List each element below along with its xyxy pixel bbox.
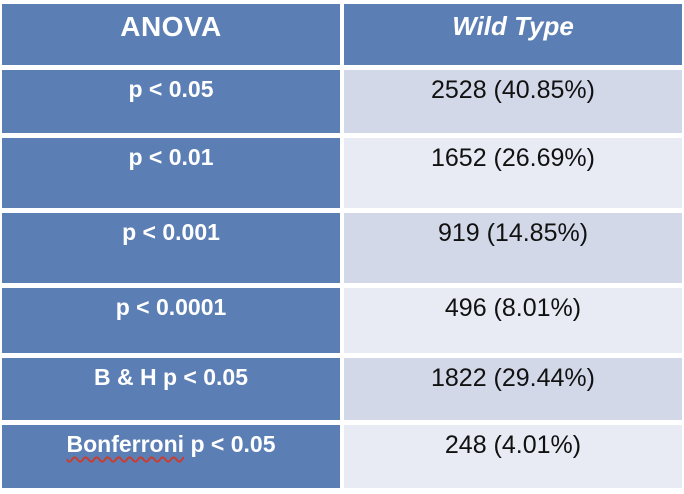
header-cell-wild-type: Wild Type [344,4,682,65]
row-value-bh-p-lt-0.05: 1822 (29.44%) [344,358,682,420]
row-value-bonferroni-p-lt-0.05: 248 (4.01%) [344,425,682,488]
misspelled-word-spellcheck-underline: Bonferroni [66,431,185,457]
row-value-p-lt-0.01: 1652 (26.69%) [344,138,682,208]
anova-results-table: ANOVA Wild Type p < 0.05 2528 (40.85%) p… [2,4,682,488]
header-cell-anova: ANOVA [2,4,340,65]
row-value-p-lt-0.0001: 496 (8.01%) [344,288,682,353]
row-label-bonferroni-p-lt-0.05: Bonferroni p < 0.05 [2,425,340,488]
row-label-p-lt-0.0001: p < 0.0001 [2,288,340,353]
row-value-p-lt-0.001: 919 (14.85%) [344,213,682,283]
row-label-p-lt-0.01: p < 0.01 [2,138,340,208]
row-label-p-lt-0.05: p < 0.05 [2,70,340,133]
row-label-bh-p-lt-0.05: B & H p < 0.05 [2,358,340,420]
row-label-p-lt-0.001: p < 0.001 [2,213,340,283]
row-label-rest: p < 0.05 [190,431,276,457]
row-value-p-lt-0.05: 2528 (40.85%) [344,70,682,133]
